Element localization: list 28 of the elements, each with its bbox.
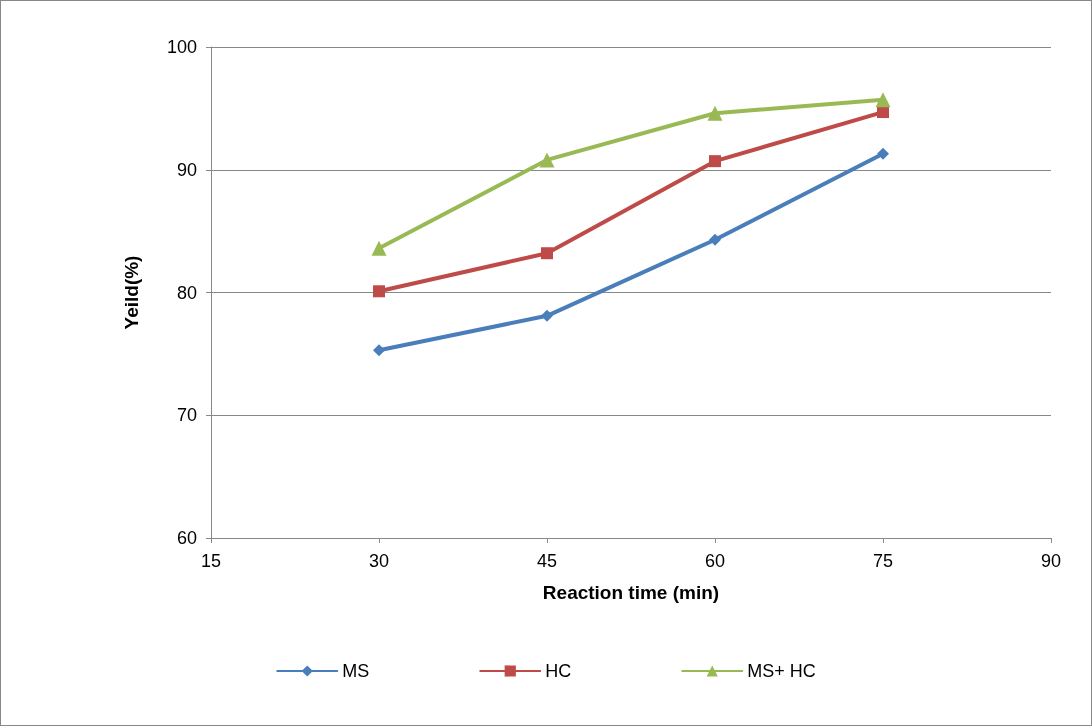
legend-label: MS+ HC bbox=[747, 661, 816, 681]
x-tick-label: 60 bbox=[704, 551, 726, 571]
legend-label: MS bbox=[342, 661, 370, 681]
point bbox=[709, 155, 721, 168]
x-tick-label: 90 bbox=[1040, 551, 1062, 571]
x-tick-label: 45 bbox=[536, 551, 558, 571]
point bbox=[373, 344, 385, 357]
x-tick-label: 30 bbox=[368, 551, 390, 571]
point bbox=[877, 106, 889, 119]
point bbox=[707, 105, 723, 121]
point bbox=[709, 233, 721, 246]
y-tick-label: 70 bbox=[176, 405, 197, 426]
y-tick-label: 60 bbox=[176, 528, 197, 548]
point bbox=[877, 147, 889, 160]
x-tick-label: 75 bbox=[872, 551, 894, 571]
x-tick-label: 15 bbox=[200, 551, 222, 571]
point bbox=[373, 285, 385, 298]
y-axis-title: Yeild(%) bbox=[121, 255, 142, 330]
y-tick-label: 90 bbox=[176, 159, 197, 180]
y-tick-label: 100 bbox=[166, 37, 197, 57]
point bbox=[541, 309, 553, 322]
legend-label: HC bbox=[545, 661, 572, 681]
x-axis-title: Reaction time (min) bbox=[542, 582, 720, 603]
point bbox=[371, 240, 387, 256]
point bbox=[875, 92, 891, 108]
point bbox=[539, 152, 555, 168]
point bbox=[541, 247, 553, 260]
y-tick-label: 80 bbox=[176, 282, 197, 303]
